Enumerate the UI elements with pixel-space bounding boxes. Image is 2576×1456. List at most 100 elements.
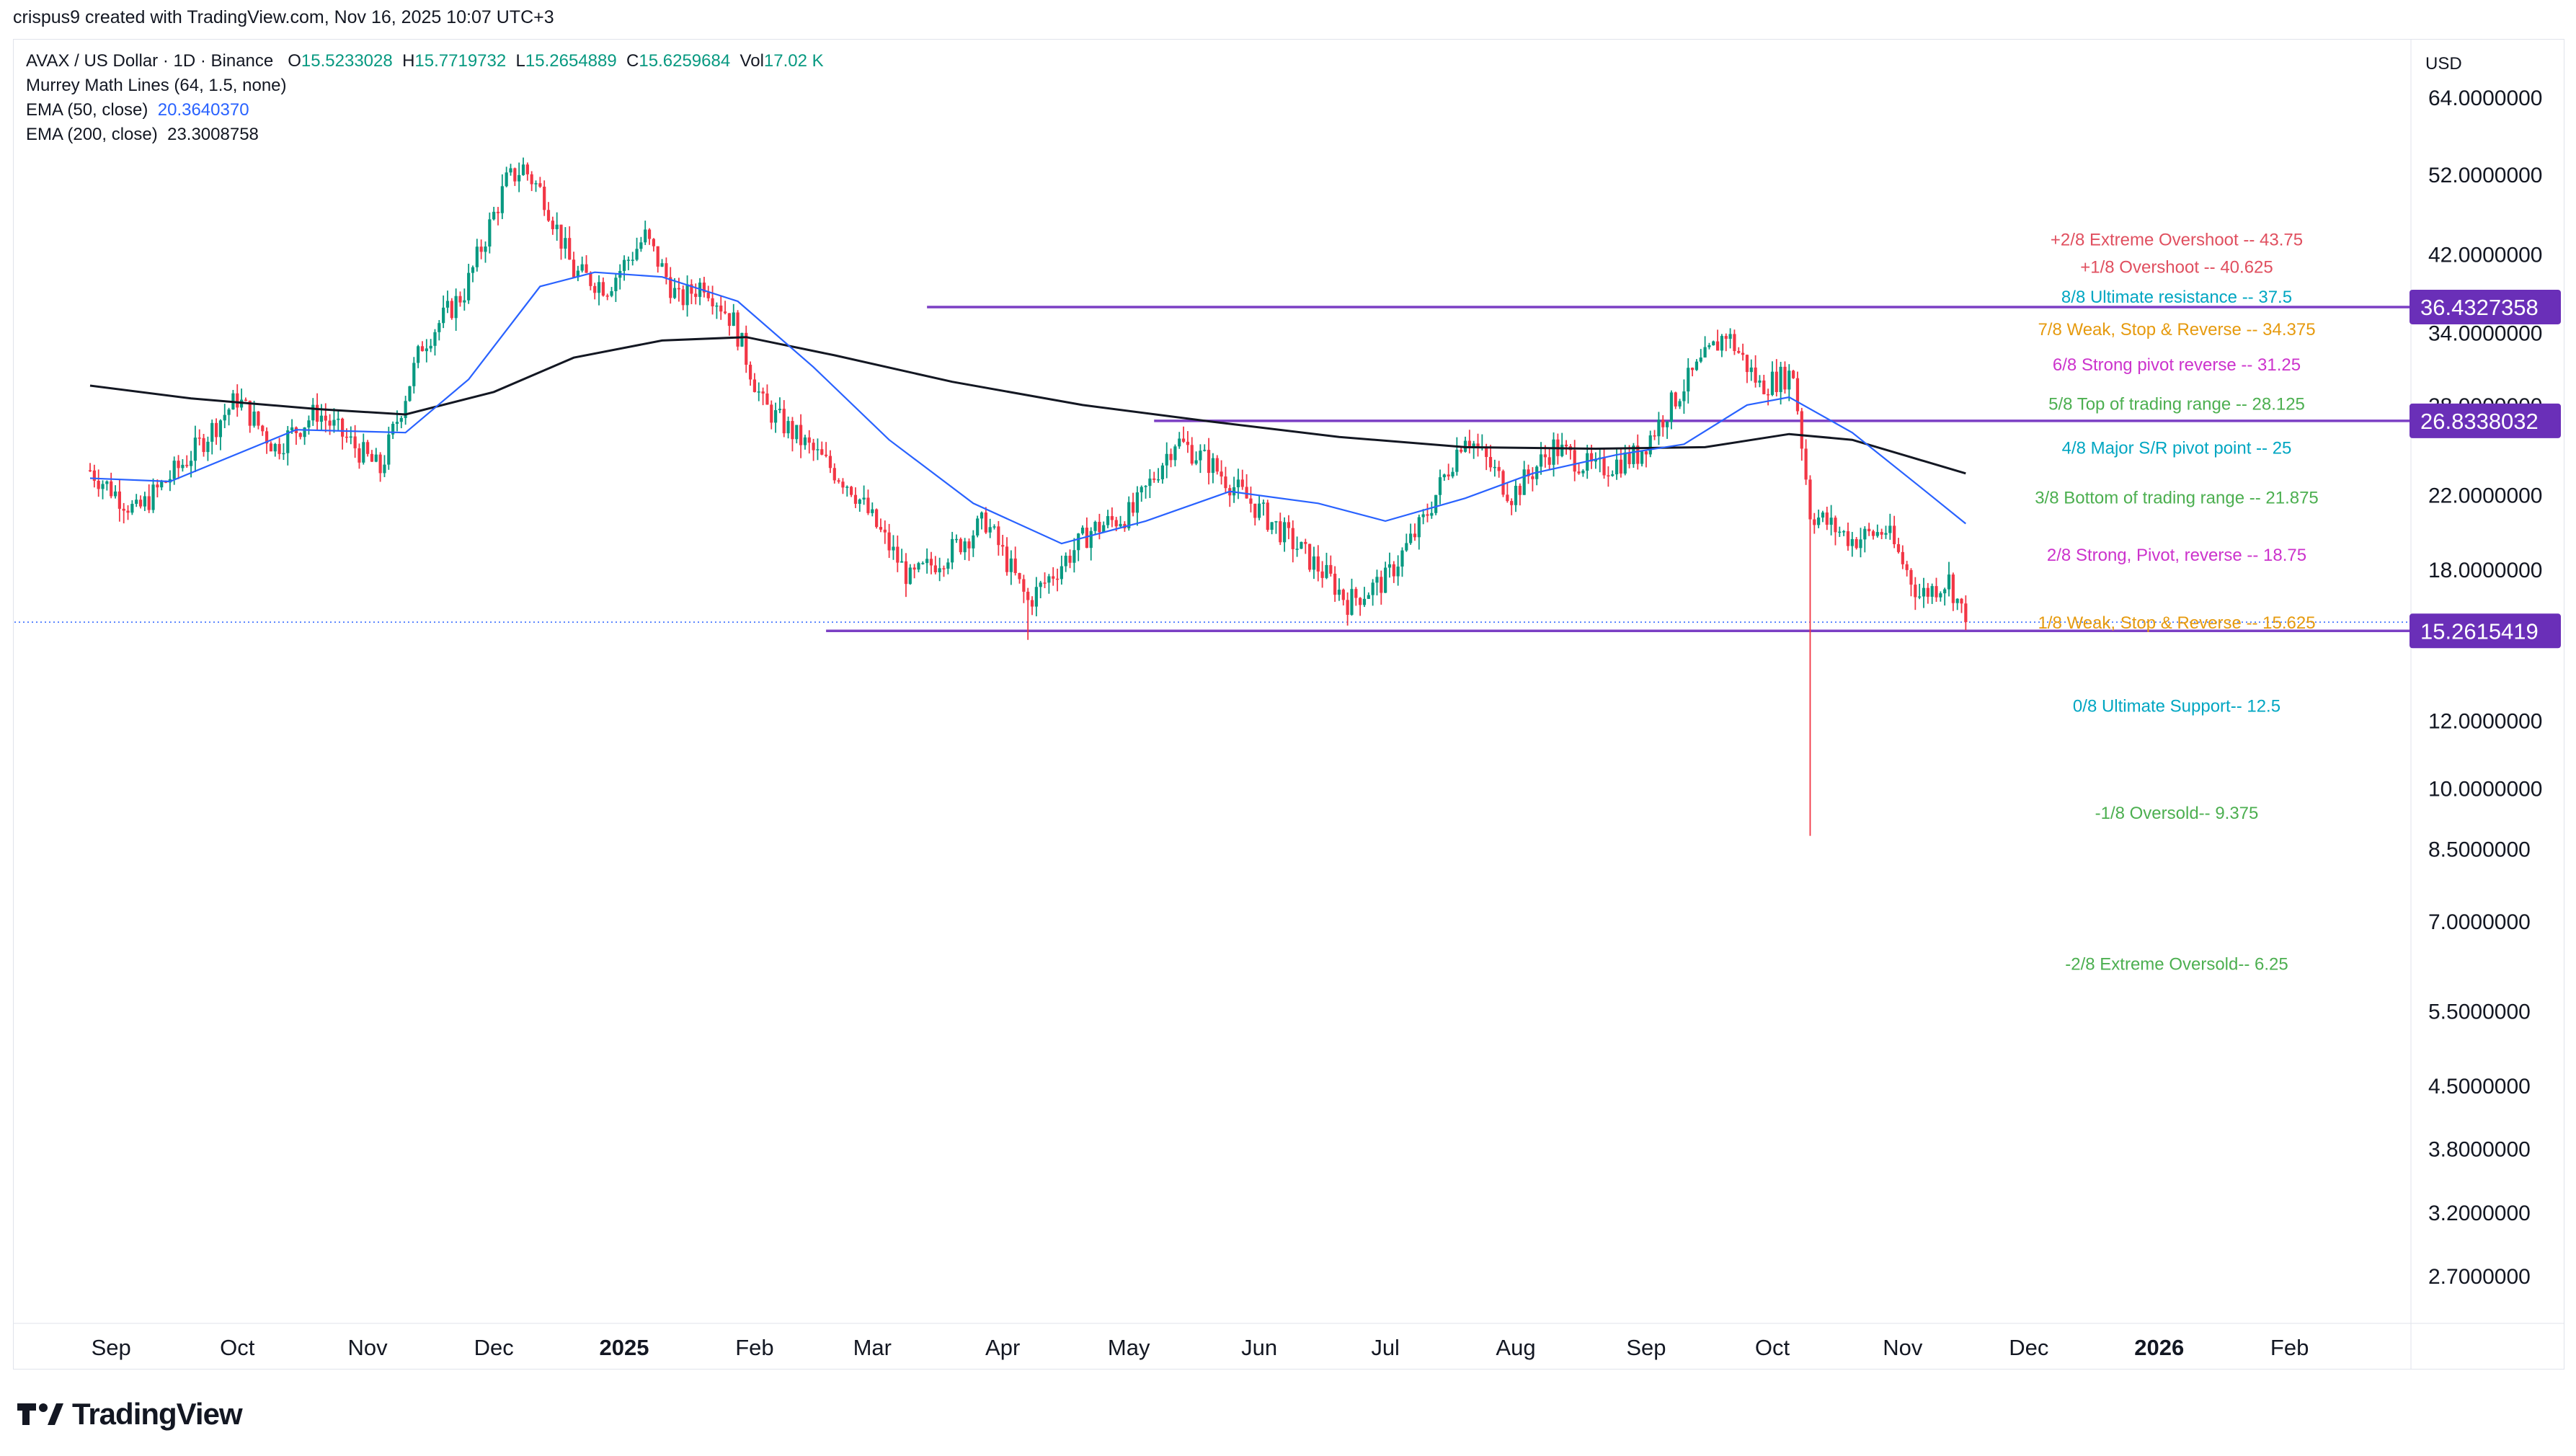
candle-body (1653, 435, 1656, 437)
symbol-title[interactable]: AVAX / US Dollar · 1D · Binance (26, 51, 274, 71)
tradingview-logo[interactable]: TradingView (16, 1397, 243, 1431)
candle-body (151, 484, 155, 510)
candle (1922, 577, 1926, 608)
candle (1181, 426, 1186, 443)
price-tag-label: 26.8338032 (2420, 409, 2539, 434)
candle-body (97, 481, 100, 489)
candle (138, 495, 143, 509)
candle (383, 455, 386, 477)
candle (1413, 523, 1417, 541)
candle (1312, 546, 1316, 580)
candle-body (1337, 590, 1341, 595)
candle-body (1817, 518, 1821, 525)
candle-body (273, 443, 277, 452)
candle (929, 551, 933, 574)
currency-label[interactable]: USD (2425, 54, 2462, 74)
candle-body (946, 562, 950, 569)
candle (1935, 577, 1938, 602)
candle-body (1724, 336, 1728, 339)
chart-frame (13, 39, 2564, 1370)
candle-body (126, 510, 130, 513)
candle (866, 489, 870, 515)
candle-body (1098, 521, 1101, 533)
candle (534, 180, 538, 192)
candle (1829, 505, 1833, 536)
candle (1770, 361, 1775, 396)
candle-body (917, 563, 920, 570)
candle (408, 386, 412, 402)
candle-body (951, 538, 954, 563)
candle (236, 384, 239, 417)
candle (505, 167, 508, 187)
candle-body (1501, 471, 1505, 495)
candle (197, 429, 201, 445)
legend-murrey-row[interactable]: Murrey Math Lines (64, 1.5, none) (26, 74, 824, 98)
legend-ema50-row[interactable]: EMA (50, close) 20.3640370 (26, 98, 824, 123)
candle-body (980, 512, 984, 519)
candle (387, 427, 391, 470)
candle-body (862, 497, 866, 500)
candle-body (669, 277, 672, 298)
candle-body (518, 174, 521, 182)
candle (1615, 448, 1619, 480)
candle-body (399, 417, 403, 422)
candle (1060, 555, 1063, 585)
candle (177, 455, 180, 479)
candle (1758, 375, 1762, 388)
ema200-line[interactable] (89, 336, 1966, 475)
candle (1232, 476, 1236, 503)
candle (1055, 568, 1060, 592)
candle-body (1488, 456, 1493, 468)
candle (1093, 520, 1097, 536)
candle-body (959, 538, 962, 553)
ema50-line[interactable] (89, 271, 1966, 545)
candle (1875, 524, 1879, 538)
candle (1560, 432, 1564, 458)
candle (1308, 543, 1312, 572)
candle-body (1152, 478, 1156, 480)
time-tick-label: 2025 (600, 1335, 649, 1360)
price-tag-label: 15.2615419 (2420, 618, 2539, 644)
candle-body (1476, 443, 1480, 448)
candle-body (425, 348, 428, 352)
candle (151, 478, 155, 513)
candle (1808, 475, 1812, 836)
candle (601, 277, 605, 297)
candle (1741, 343, 1745, 361)
candle (1754, 355, 1757, 388)
candle-body (1871, 531, 1875, 536)
candle-body (1274, 521, 1278, 523)
candle (1380, 570, 1383, 605)
candle-body (193, 438, 197, 461)
candle (1825, 506, 1829, 531)
candle-body (954, 538, 959, 541)
candle (585, 255, 588, 273)
candle-body (341, 418, 345, 437)
candle-body (156, 484, 159, 488)
candle (1371, 579, 1374, 606)
candle-body (647, 229, 652, 239)
candle (244, 397, 248, 401)
candle-body (1955, 598, 1959, 603)
candle-body (883, 529, 887, 533)
candle (803, 435, 807, 450)
candle-body (412, 363, 416, 386)
candle-body (622, 259, 626, 271)
candle (1026, 587, 1030, 640)
candle (892, 535, 895, 560)
candle (1156, 468, 1160, 483)
candle-body (1245, 487, 1248, 499)
price-tick-label: 7.0000000 (2428, 910, 2531, 934)
candle-body (319, 415, 324, 422)
price-tick-label: 3.2000000 (2428, 1202, 2531, 1225)
open-value: 15.5233028 (301, 51, 393, 71)
price-axis: USD 64.0000000 52.0000000 42.0000000 34.0000… (2410, 54, 2561, 1289)
candle (837, 478, 840, 484)
legend-ema200-row[interactable]: EMA (200, close) 23.3008758 (26, 123, 824, 147)
candle-body (1737, 350, 1741, 353)
candle (1767, 389, 1770, 406)
price-tick-label: 2.7000000 (2428, 1265, 2531, 1289)
candle-body (1287, 522, 1291, 528)
candle-body (1387, 564, 1392, 568)
